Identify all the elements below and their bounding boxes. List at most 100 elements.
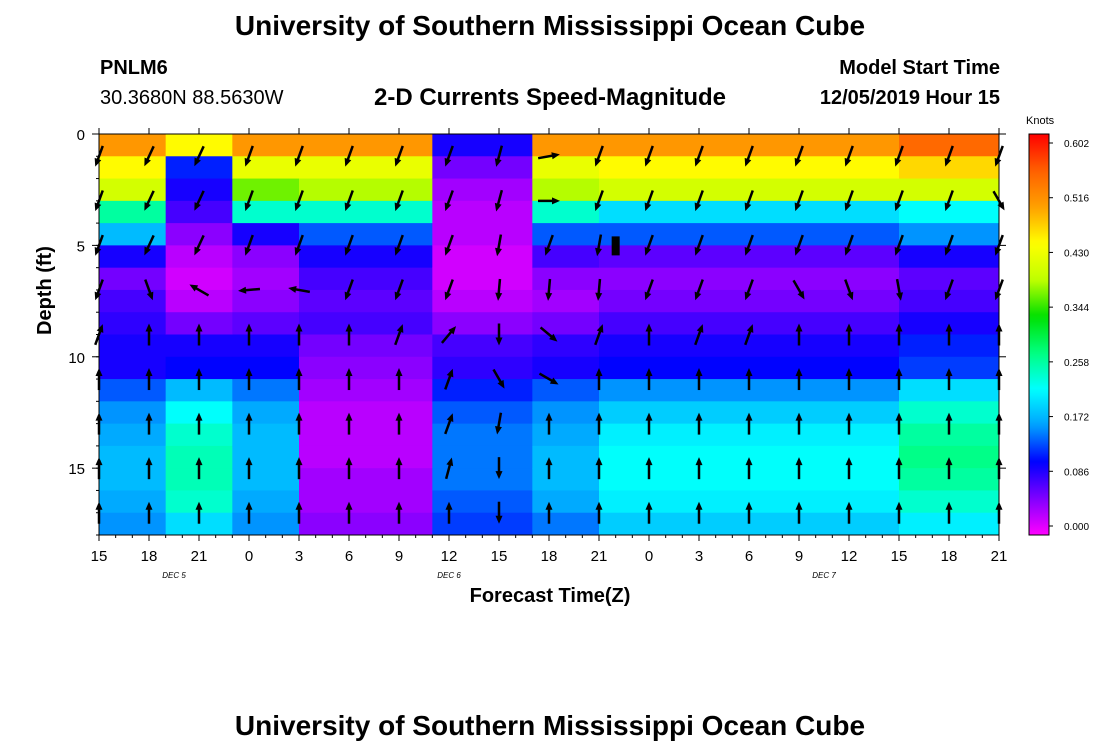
- heatmap-cell: [599, 156, 900, 180]
- heatmap-cell: [99, 401, 167, 425]
- heatmap-cell: [99, 312, 167, 335]
- current-arrow: [194, 234, 205, 256]
- current-arrow: [195, 323, 203, 346]
- arrow-head: [596, 324, 604, 333]
- current-arrow: [495, 457, 503, 480]
- arrow-head: [194, 246, 201, 256]
- heatmap-cell: [532, 401, 600, 425]
- x-tick-label: 3: [695, 548, 703, 565]
- arrow-head: [795, 501, 803, 510]
- current-arrow: [94, 190, 104, 212]
- current-arrow: [244, 145, 254, 167]
- x-tick-label: 9: [795, 548, 803, 565]
- current-arrow: [445, 501, 453, 524]
- current-arrow: [245, 368, 253, 391]
- heatmap-cell: [165, 289, 233, 313]
- current-arrow: [794, 190, 804, 212]
- heatmap-cell: [432, 200, 533, 224]
- current-arrow: [994, 279, 1004, 301]
- arrow-head: [444, 157, 452, 167]
- heatmap-cell: [532, 200, 600, 224]
- heatmap-cells: [99, 134, 1000, 536]
- current-arrow: [495, 501, 503, 524]
- arrow-head: [94, 202, 102, 212]
- arrow-head: [238, 286, 247, 294]
- arrow-head: [894, 202, 902, 212]
- arrow-head: [944, 157, 952, 167]
- current-arrow: [895, 501, 903, 524]
- heatmap-cell: [532, 267, 600, 291]
- heatmap-cell: [899, 490, 1000, 514]
- heatmap-cell: [432, 267, 533, 291]
- arrow-head: [495, 515, 503, 524]
- arrow-head: [94, 157, 102, 167]
- y-axis-label: Depth (ft): [34, 246, 56, 335]
- heatmap-cell: [899, 468, 1000, 491]
- current-arrow: [844, 279, 854, 301]
- current-arrow: [394, 145, 404, 167]
- heatmap-cell: [99, 178, 167, 202]
- heatmap-cell: [165, 245, 233, 269]
- arrow-head: [694, 157, 702, 167]
- x-tick-label: 21: [991, 548, 1008, 565]
- current-arrow: [395, 501, 403, 524]
- arrow-head: [695, 501, 703, 510]
- heatmap-cell: [299, 468, 433, 491]
- heatmap-cell: [299, 490, 433, 514]
- arrow-head: [545, 501, 553, 510]
- arrow-head: [295, 368, 303, 377]
- arrow-head: [295, 412, 303, 421]
- current-arrow: [795, 323, 803, 346]
- heatmap-cell: [99, 223, 167, 246]
- heatmap-cell: [899, 267, 1000, 291]
- current-arrow: [795, 457, 803, 480]
- current-arrow: [394, 234, 404, 256]
- current-arrow: [644, 190, 654, 212]
- current-arrow: [845, 368, 853, 391]
- current-arrow: [345, 457, 353, 480]
- heatmap-cell: [99, 334, 167, 358]
- model-start-label: Model Start Time: [839, 57, 1000, 79]
- heatmap-cell: [532, 468, 600, 491]
- arrow-head: [145, 412, 153, 421]
- colorbar-tick-label: 0.516: [1064, 194, 1089, 205]
- x-tick-label: 21: [591, 548, 608, 565]
- current-arrow: [195, 501, 203, 524]
- current-arrow: [145, 501, 153, 524]
- current-arrow: [394, 279, 404, 301]
- heatmap-cell: [599, 512, 900, 536]
- arrow-head: [595, 247, 602, 257]
- heatmap-cell: [899, 312, 1000, 335]
- heatmap-cell: [165, 356, 233, 380]
- heatmap-cell: [99, 156, 167, 180]
- arrow-head: [745, 368, 753, 377]
- x-tick-label: 0: [245, 548, 253, 565]
- current-arrow: [992, 190, 1005, 211]
- arrow-head: [244, 157, 252, 167]
- heatmap-cell: [232, 512, 300, 536]
- current-arrow: [695, 412, 703, 435]
- arrow-head: [494, 158, 502, 167]
- arrow-head: [96, 324, 104, 333]
- x-tick-label: 9: [395, 548, 403, 565]
- current-arrow: [594, 145, 604, 167]
- current-arrow: [595, 234, 603, 257]
- x-tick-label: 15: [91, 548, 108, 565]
- current-arrow: [245, 323, 253, 346]
- heatmap-cell: [599, 490, 900, 514]
- x-tick-label: 3: [295, 548, 303, 565]
- heatmap-cell: [232, 490, 300, 514]
- heatmap-cell: [532, 334, 600, 358]
- current-arrow: [595, 368, 603, 391]
- current-arrow: [394, 190, 404, 212]
- heatmap-cell: [165, 267, 233, 291]
- arrow-head: [895, 323, 903, 332]
- heatmap-cell: [599, 245, 900, 269]
- arrow-head: [245, 457, 253, 466]
- arrow-head: [495, 247, 502, 257]
- arrow-head: [594, 157, 602, 167]
- heatmap-cell: [532, 289, 600, 313]
- arrow-head: [94, 247, 102, 256]
- current-arrow: [545, 501, 553, 524]
